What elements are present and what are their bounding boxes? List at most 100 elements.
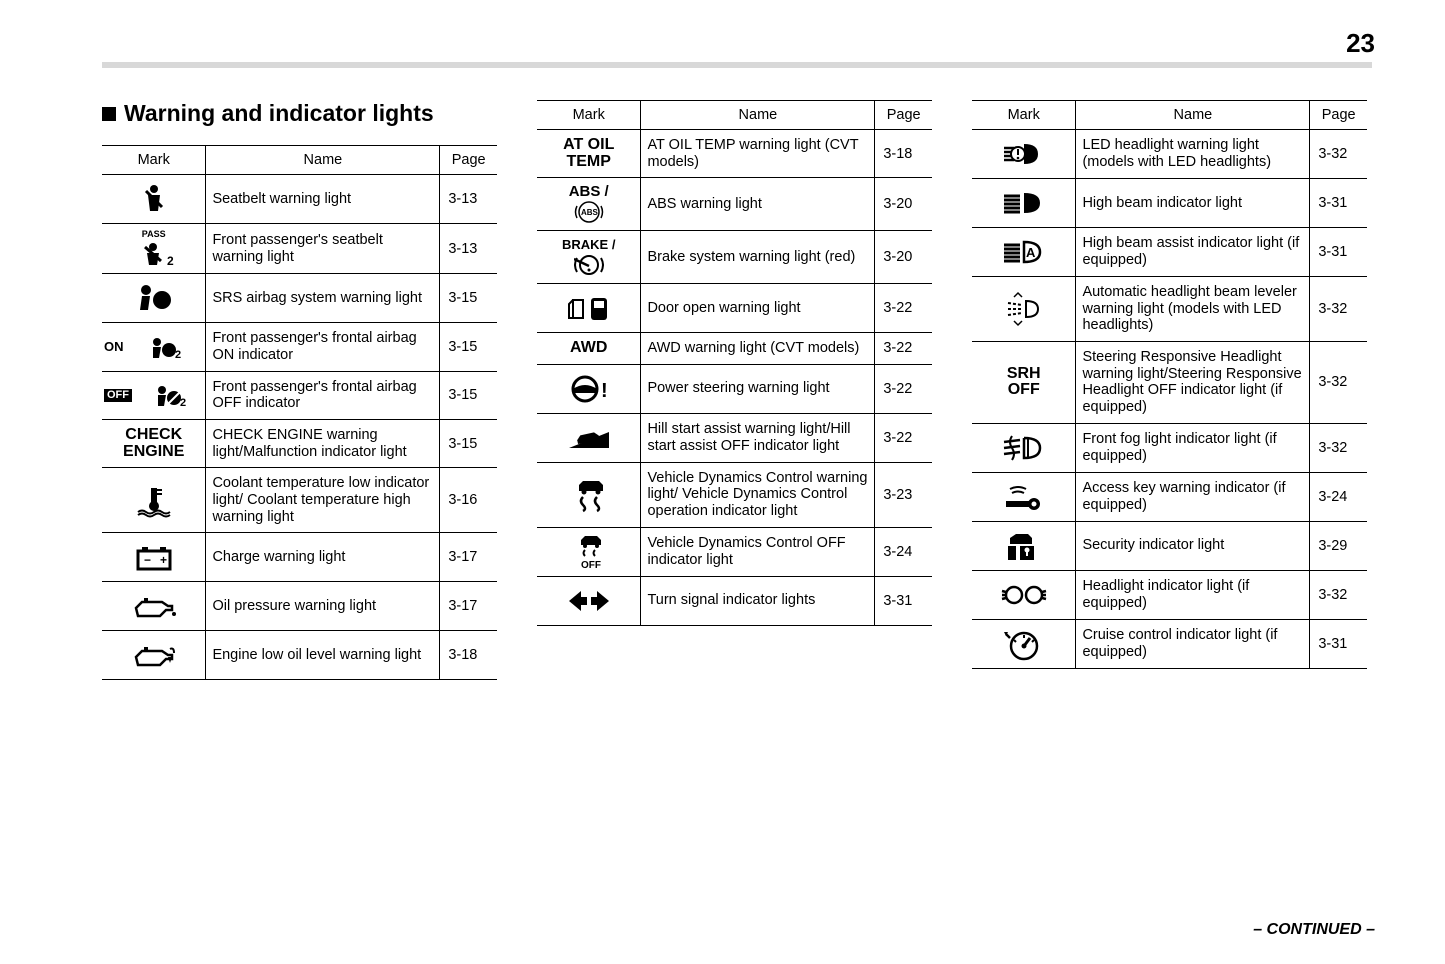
table-row: Engine low oil level warning light3-18 (102, 631, 497, 680)
indicator-name: AT OIL TEMP warning light (CVT models) (641, 130, 875, 178)
at-oil-temp-icon: AT OIL TEMP (537, 130, 641, 178)
page-ref: 3-24 (875, 527, 932, 576)
header-name: Name (1076, 101, 1310, 130)
page-ref: 3-15 (440, 420, 497, 468)
table-row: SRS airbag system warning light3-15 (102, 274, 497, 323)
abs-icon: ABS / ABS (537, 178, 641, 231)
led-headlight-icon (972, 130, 1076, 179)
indicator-name: Access key warning indicator (if equippe… (1076, 472, 1310, 521)
vdc-icon (537, 462, 641, 527)
page-ref: 3-22 (875, 364, 932, 413)
srh-off-icon: SRH OFF (972, 342, 1076, 424)
indicator-name: ABS warning light (641, 178, 875, 231)
indicator-name: Brake system warning light (red) (641, 231, 875, 284)
page-ref: 3-22 (875, 413, 932, 462)
table-row: PASS2Front passenger's seatbelt warning … (102, 224, 497, 274)
indicator-name: Front passenger's frontal airbag ON indi… (206, 323, 440, 371)
content-area: Warning and indicator lights Mark Name P… (102, 100, 1372, 680)
page-ref: 3-31 (1310, 228, 1367, 277)
indicator-name: Headlight indicator light (if equipped) (1076, 570, 1310, 619)
oil-level-icon (102, 631, 206, 680)
header-divider (102, 62, 1372, 68)
table-row: BRAKE / Brake system warning light (red)… (537, 231, 932, 284)
page-ref: 3-22 (875, 332, 932, 364)
page-ref: 3-15 (440, 274, 497, 323)
page-ref: 3-15 (440, 371, 497, 419)
cruise-icon (972, 619, 1076, 668)
table-3: Mark Name Page LED headlight warning lig… (972, 100, 1367, 669)
table-row: Cruise control indicator light (if equip… (972, 619, 1367, 668)
header-mark: Mark (537, 101, 641, 130)
indicator-name: Vehicle Dynamics Control warning light/ … (641, 462, 875, 527)
airbag-off-icon: OFF2 (102, 371, 206, 419)
table-row: OFF2Front passenger's frontal airbag OFF… (102, 371, 497, 419)
table-row: Hill start assist warning light/Hill sta… (537, 413, 932, 462)
table-row: Seatbelt warning light3-13 (102, 175, 497, 224)
indicator-name: Front passenger's frontal airbag OFF ind… (206, 371, 440, 419)
seatbelt-icon (102, 175, 206, 224)
indicator-name: High beam assist indicator light (if equ… (1076, 228, 1310, 277)
page-ref: 3-22 (875, 283, 932, 332)
indicator-name: Power steering warning light (641, 364, 875, 413)
header-page: Page (440, 146, 497, 175)
indicator-name: Door open warning light (641, 283, 875, 332)
page-ref: 3-32 (1310, 342, 1367, 424)
indicator-name: AWD warning light (CVT models) (641, 332, 875, 364)
indicator-name: LED headlight warning light (models with… (1076, 130, 1310, 179)
table-row: Door open warning light3-22 (537, 283, 932, 332)
svg-text:ABS: ABS (581, 208, 599, 217)
table-row: CHECK ENGINECHECK ENGINE warning light/M… (102, 420, 497, 468)
section-title: Warning and indicator lights (102, 100, 497, 127)
page-ref: 3-18 (440, 631, 497, 680)
page-ref: 3-17 (440, 533, 497, 582)
indicator-name: Front fog light indicator light (if equi… (1076, 423, 1310, 472)
page-ref: 3-18 (875, 130, 932, 178)
indicator-name: Automatic headlight beam leveler warning… (1076, 277, 1310, 342)
access-key-icon (972, 472, 1076, 521)
page-number: 23 (1346, 28, 1375, 59)
table-row: Access key warning indicator (if equippe… (972, 472, 1367, 521)
table-row: OFF Vehicle Dynamics Control OFF indicato… (537, 527, 932, 576)
table-row: !Power steering warning light3-22 (537, 364, 932, 413)
table-row: AWDAWD warning light (CVT models)3-22 (537, 332, 932, 364)
page-ref: 3-32 (1310, 570, 1367, 619)
page-ref: 3-32 (1310, 277, 1367, 342)
auto-leveler-icon (972, 277, 1076, 342)
turn-signal-icon (537, 576, 641, 625)
table-row: LED headlight warning light (models with… (972, 130, 1367, 179)
header-page: Page (875, 101, 932, 130)
table-row: Turn signal indicator lights3-31 (537, 576, 932, 625)
continued-label: – CONTINUED – (1253, 921, 1375, 939)
indicator-name: Cruise control indicator light (if equip… (1076, 619, 1310, 668)
page-ref: 3-24 (1310, 472, 1367, 521)
page-ref: 3-32 (1310, 423, 1367, 472)
svg-text:−: − (144, 553, 151, 567)
indicator-name: Engine low oil level warning light (206, 631, 440, 680)
table-row: Automatic headlight beam leveler warning… (972, 277, 1367, 342)
indicator-name: Steering Responsive Headlight warning li… (1076, 342, 1310, 424)
indicator-name: Vehicle Dynamics Control OFF indicator l… (641, 527, 875, 576)
svg-text:+: + (160, 553, 167, 567)
section-title-text: Warning and indicator lights (124, 100, 434, 127)
pass-seatbelt-icon: PASS2 (102, 224, 206, 274)
battery-icon: −+ (102, 533, 206, 582)
page-ref: 3-32 (1310, 130, 1367, 179)
page-ref: 3-31 (875, 576, 932, 625)
header-mark: Mark (972, 101, 1076, 130)
column-1: Warning and indicator lights Mark Name P… (102, 100, 497, 680)
awd-icon: AWD (537, 332, 641, 364)
column-3: Mark Name Page LED headlight warning lig… (972, 100, 1367, 680)
table-row: AT OIL TEMPAT OIL TEMP warning light (CV… (537, 130, 932, 178)
airbag-icon (102, 274, 206, 323)
table-2: Mark Name Page AT OIL TEMPAT OIL TEMP wa… (537, 100, 932, 626)
svg-text:2: 2 (167, 254, 174, 267)
table-row: Oil pressure warning light3-17 (102, 582, 497, 631)
table-row: ON2Front passenger's frontal airbag ON i… (102, 323, 497, 371)
airbag-on-icon: ON2 (102, 323, 206, 371)
table-1: Mark Name Page Seatbelt warning light3-1… (102, 145, 497, 680)
svg-text:2: 2 (180, 397, 186, 408)
header-name: Name (641, 101, 875, 130)
page-ref: 3-29 (1310, 521, 1367, 570)
oil-pressure-icon (102, 582, 206, 631)
svg-text:OFF: OFF (581, 560, 601, 570)
